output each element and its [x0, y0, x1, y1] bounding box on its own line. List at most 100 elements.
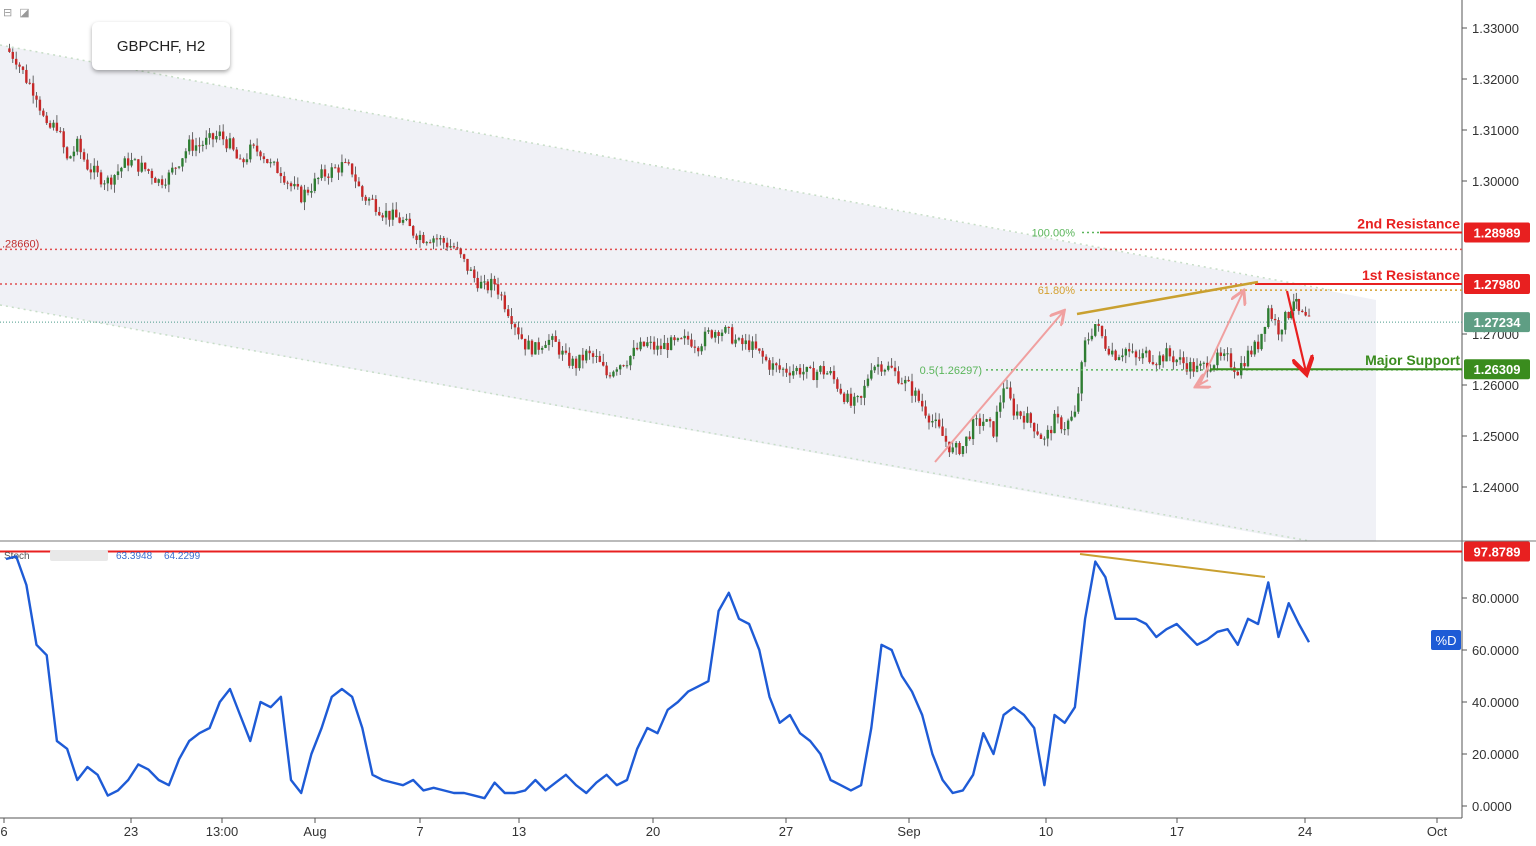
osc-divergence-line — [1079, 553, 1266, 578]
candle-body — [1273, 318, 1277, 321]
candle-body — [781, 368, 785, 370]
candle-body — [1155, 364, 1158, 366]
candle-body — [262, 156, 266, 160]
candle-body — [666, 342, 669, 350]
candle-body — [700, 346, 703, 352]
candle-body — [150, 170, 154, 179]
candle-body — [109, 177, 113, 185]
candle-body — [907, 379, 910, 382]
osc-series-label: %D — [1436, 633, 1457, 648]
candle-body — [754, 341, 758, 349]
candle-body — [174, 167, 177, 169]
candle-body — [893, 367, 897, 372]
candle-body — [744, 340, 747, 345]
level-name-0: 2nd Resistance — [1357, 216, 1460, 232]
candle-body — [330, 167, 333, 178]
candle-body — [398, 217, 401, 223]
candle-body — [568, 352, 571, 366]
candle-body — [771, 363, 775, 370]
candle-body — [778, 365, 781, 370]
candle-body — [846, 393, 849, 402]
candle-body — [1202, 362, 1206, 364]
candle-body — [286, 182, 289, 184]
channel-fill — [0, 45, 1376, 541]
candle-body — [622, 365, 625, 367]
candle-body — [126, 158, 130, 166]
candle-body — [849, 393, 853, 406]
candle-body — [730, 327, 734, 344]
candle-body — [941, 426, 944, 436]
candle-body — [1005, 387, 1009, 389]
candle-body — [859, 396, 863, 398]
candle-body — [571, 358, 574, 366]
candle-body — [1046, 429, 1049, 439]
candle-body — [337, 167, 340, 173]
osc-tick-label-2: 40.0000 — [1472, 695, 1519, 710]
candle-body — [245, 159, 249, 163]
candle-body — [900, 383, 904, 385]
candle-body — [103, 183, 106, 185]
candle-body — [255, 145, 259, 152]
candle-body — [839, 388, 842, 394]
candle-body — [442, 238, 445, 243]
candle-body — [540, 347, 544, 350]
candle-body — [659, 345, 663, 350]
candle-body — [412, 226, 415, 236]
candle-body — [1097, 324, 1100, 326]
candle-body — [221, 131, 225, 140]
candle-body — [917, 390, 921, 401]
candle-body — [836, 379, 839, 389]
candle-body — [937, 419, 941, 427]
candle-body — [469, 269, 473, 271]
candle-body — [1287, 312, 1290, 319]
candle-body — [717, 332, 720, 336]
candle-body — [171, 167, 174, 173]
candle-body — [415, 235, 418, 241]
candle-body — [89, 169, 93, 173]
price-tick-label-3: 1.30000 — [1472, 174, 1519, 189]
candle-body — [673, 337, 676, 341]
candle-body — [724, 326, 727, 333]
candle-body — [1229, 353, 1233, 368]
osc-tick-label-0: 80.0000 — [1472, 591, 1519, 606]
candle-body — [551, 336, 554, 340]
candle-body — [914, 390, 917, 396]
candle-body — [1073, 411, 1077, 417]
candle-body — [737, 338, 741, 340]
candle-body — [1178, 357, 1182, 360]
chart-controls[interactable]: ⊟ ◪ — [3, 7, 32, 19]
candle-body — [238, 158, 242, 160]
candle-body — [11, 51, 14, 59]
candle-body — [205, 137, 208, 145]
candle-body — [1243, 363, 1246, 367]
candle-body — [999, 402, 1002, 412]
candle-body — [82, 152, 86, 160]
candle-body — [632, 347, 635, 356]
candle-body — [785, 368, 788, 373]
candle-body — [1277, 320, 1280, 335]
candle-body — [1141, 353, 1144, 359]
candle-body — [1083, 340, 1087, 363]
candle-body — [452, 246, 456, 248]
candle-body — [683, 335, 686, 339]
candle-body — [123, 158, 126, 168]
candle-body — [357, 181, 361, 187]
candle-body — [649, 341, 652, 343]
candle-body — [289, 183, 293, 187]
candle-body — [1216, 352, 1219, 366]
candle-body — [747, 340, 751, 350]
candle-body — [1127, 349, 1131, 352]
candle-body — [652, 341, 656, 350]
candle-body — [870, 370, 873, 379]
candle-body — [1226, 353, 1229, 355]
candle-body — [48, 123, 52, 128]
candle-body — [31, 83, 35, 96]
candle-body — [574, 358, 578, 369]
candle-body — [408, 218, 412, 227]
candle-body — [1219, 352, 1223, 356]
time-tick-label-12: Oct — [1427, 824, 1448, 839]
candle-body — [1148, 350, 1151, 363]
candle-body — [1253, 341, 1256, 355]
fib-label-1: 61.80% — [1038, 285, 1076, 297]
